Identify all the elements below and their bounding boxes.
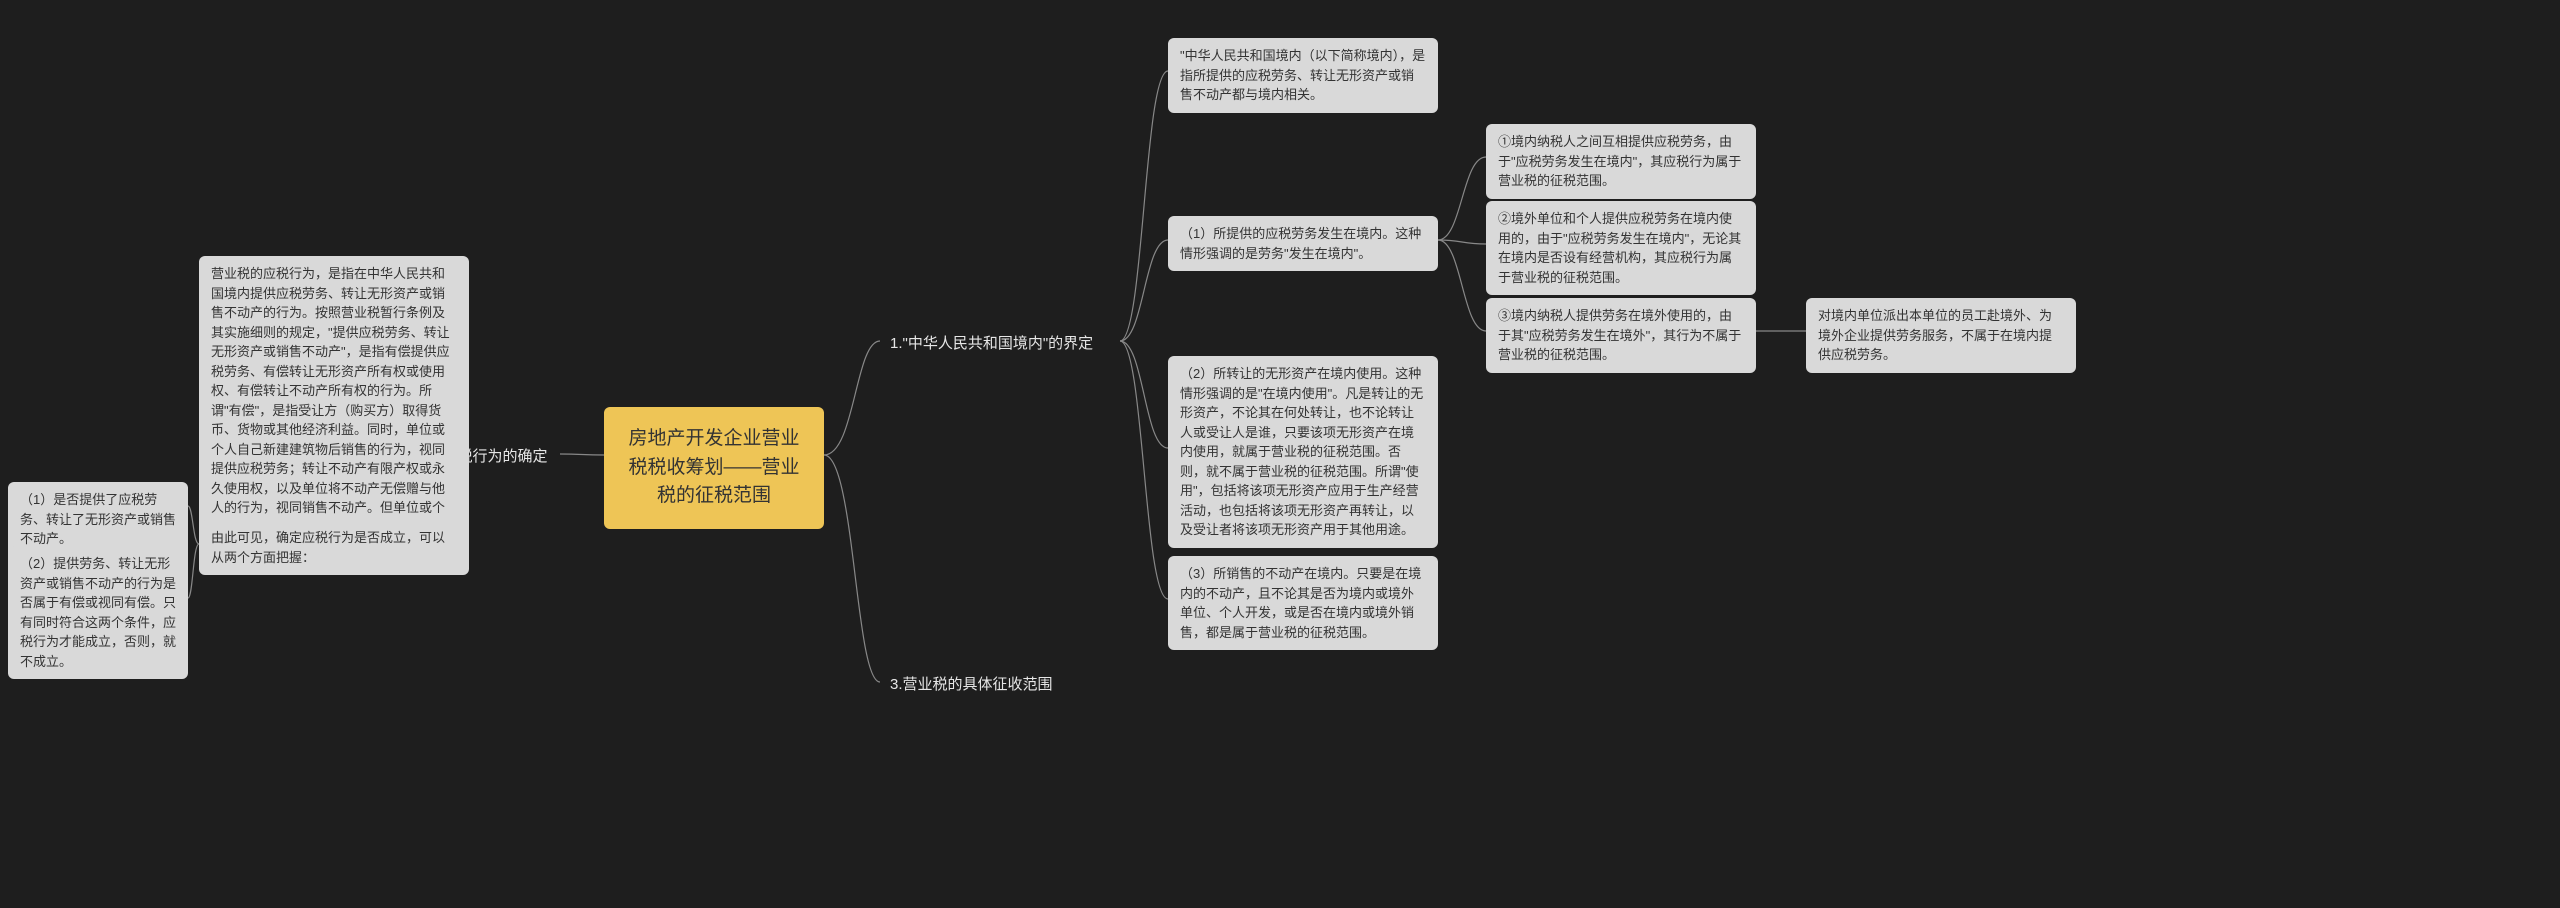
connector (1438, 240, 1486, 331)
connector (824, 341, 880, 455)
leaf-two-aspects[interactable]: 由此可见，确定应税行为是否成立，可以从两个方面把握： (199, 520, 469, 575)
connector (824, 455, 880, 682)
leaf-domestic-abroad[interactable]: ③境内纳税人提供劳务在境外使用的，由于其"应税劳务发生在境外"，其行为不属于营业… (1486, 298, 1756, 373)
leaf-taxable-behavior-def[interactable]: 营业税的应税行为，是指在中华人民共和国境内提供应税劳务、转让无形资产或销售不动产… (199, 256, 469, 565)
connector (1438, 240, 1486, 244)
connector (1120, 240, 1168, 341)
root-node[interactable]: 房地产开发企业营业税税收筹划——营业税的征税范围 (604, 407, 824, 529)
leaf-dispatch-abroad[interactable]: 对境内单位派出本单位的员工赴境外、为境外企业提供劳务服务，不属于在境内提供应税劳… (1806, 298, 2076, 373)
leaf-service-in-territory[interactable]: （1）所提供的应税劳务发生在境内。这种情形强调的是劳务"发生在境内"。 (1168, 216, 1438, 271)
leaf-intangible-assets[interactable]: （2）所转让的无形资产在境内使用。这种情形强调的是"在境内使用"。凡是转让的无形… (1168, 356, 1438, 548)
leaf-real-estate[interactable]: （3）所销售的不动产在境内。只要是在境内的不动产，且不论其是否为境内或境外单位、… (1168, 556, 1438, 650)
branch-3[interactable]: 3.营业税的具体征收范围 (880, 668, 1063, 703)
connector (1120, 341, 1168, 599)
connector (1120, 71, 1168, 341)
connector (1120, 341, 1168, 448)
leaf-domestic-taxpayer[interactable]: ①境内纳税人之间互相提供应税劳务，由于"应税劳务发生在境内"，其应税行为属于营业… (1486, 124, 1756, 199)
connector (188, 544, 199, 598)
connector (560, 454, 604, 455)
leaf-condition-2[interactable]: （2）提供劳务、转让无形资产或销售不动产的行为是否属于有偿或视同有偿。只有同时符… (8, 546, 188, 679)
leaf-territory-def[interactable]: "中华人民共和国境内（以下简称境内），是指所提供的应税劳务、转让无形资产或销售不… (1168, 38, 1438, 113)
connector (1438, 157, 1486, 240)
branch-1[interactable]: 1."中华人民共和国境内"的界定 (880, 327, 1103, 362)
connector (188, 506, 199, 544)
leaf-foreign-entity[interactable]: ②境外单位和个人提供应税劳务在境内使用的，由于"应税劳务发生在境内"，无论其在境… (1486, 201, 1756, 295)
